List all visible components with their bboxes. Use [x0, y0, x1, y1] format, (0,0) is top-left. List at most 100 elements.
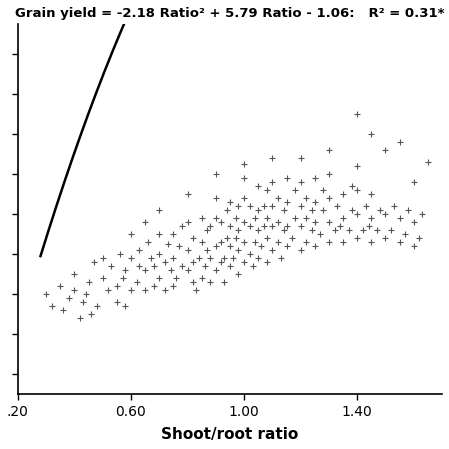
Point	[221, 278, 228, 286]
Point	[224, 234, 231, 242]
Point	[339, 238, 347, 246]
Point	[255, 255, 262, 262]
Point	[235, 247, 242, 254]
Point	[331, 227, 338, 234]
Point	[136, 263, 143, 270]
Point	[184, 247, 191, 254]
Point	[88, 311, 95, 318]
Point	[297, 154, 304, 162]
Point	[263, 186, 270, 194]
Point	[71, 271, 78, 278]
Point	[189, 259, 197, 266]
Point	[311, 175, 318, 182]
Point	[150, 263, 157, 270]
Point	[269, 202, 276, 210]
Point	[147, 255, 154, 262]
Point	[207, 278, 214, 286]
Point	[317, 230, 324, 238]
Point	[280, 207, 287, 214]
Point	[128, 255, 135, 262]
Point	[418, 211, 426, 218]
Point	[133, 278, 140, 286]
Point	[226, 242, 233, 250]
Point	[235, 227, 242, 234]
Point	[390, 202, 397, 210]
Point	[362, 202, 369, 210]
Point	[156, 275, 163, 282]
Point	[303, 194, 310, 202]
Point	[303, 215, 310, 222]
Point	[396, 215, 403, 222]
Point	[354, 110, 361, 118]
Point	[212, 215, 220, 222]
Point	[308, 227, 316, 234]
Point	[167, 267, 174, 274]
Point	[79, 299, 87, 306]
Point	[218, 259, 225, 266]
Point	[260, 223, 268, 230]
Point	[354, 234, 361, 242]
Point	[345, 227, 352, 234]
Point	[354, 163, 361, 170]
Point	[189, 234, 197, 242]
Point	[277, 255, 285, 262]
Point	[303, 238, 310, 246]
Point	[337, 223, 344, 230]
Point	[48, 303, 55, 310]
Point	[156, 251, 163, 258]
Point	[283, 242, 290, 250]
Point	[354, 186, 361, 194]
Point	[218, 219, 225, 226]
Point	[291, 215, 299, 222]
Point	[241, 175, 248, 182]
Point	[339, 215, 347, 222]
Point	[116, 251, 123, 258]
Point	[255, 182, 262, 189]
Point	[354, 211, 361, 218]
Point	[226, 263, 233, 270]
Point	[184, 219, 191, 226]
Point	[387, 227, 395, 234]
Point	[255, 207, 262, 214]
Point	[241, 194, 248, 202]
Point	[150, 282, 157, 290]
Point	[263, 234, 270, 242]
Point	[382, 146, 389, 154]
Point	[283, 223, 290, 230]
Point	[326, 219, 333, 226]
Point	[170, 255, 177, 262]
Point	[212, 171, 220, 178]
Point	[128, 230, 135, 238]
Point	[136, 247, 143, 254]
Point	[141, 267, 149, 274]
Point	[410, 178, 418, 185]
Point	[283, 175, 290, 182]
Point	[241, 259, 248, 266]
Point	[252, 215, 259, 222]
Point	[368, 238, 375, 246]
Point	[212, 194, 220, 202]
Point	[99, 275, 106, 282]
Point	[410, 242, 418, 250]
Point	[156, 207, 163, 214]
Point	[311, 219, 318, 226]
Point	[178, 263, 185, 270]
Point	[71, 286, 78, 294]
Point	[232, 234, 239, 242]
Point	[232, 215, 239, 222]
Point	[176, 242, 183, 250]
Point	[274, 238, 282, 246]
Point	[260, 202, 268, 210]
Point	[170, 230, 177, 238]
Point	[326, 238, 333, 246]
Point	[122, 267, 129, 274]
Point	[297, 223, 304, 230]
Point	[235, 202, 242, 210]
Point	[359, 227, 366, 234]
Point	[224, 207, 231, 214]
Point	[410, 219, 418, 226]
Point	[198, 238, 205, 246]
Point	[320, 207, 327, 214]
Point	[241, 219, 248, 226]
Point	[204, 227, 211, 234]
